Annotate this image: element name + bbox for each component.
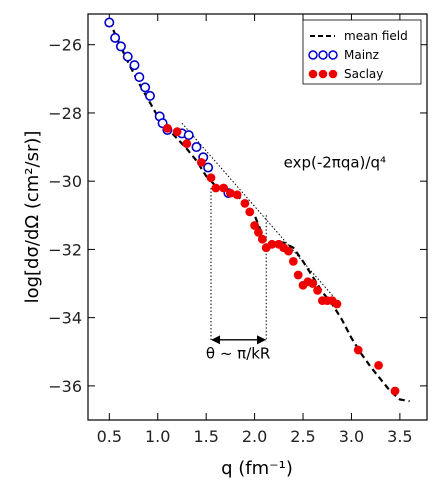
mainz-point xyxy=(140,82,151,93)
legend-entry: Mainz xyxy=(308,48,379,62)
y-tick-label: −36 xyxy=(48,377,82,396)
legend: mean field Mainz Saclay xyxy=(302,19,422,85)
legend-swatch-marker xyxy=(328,69,338,79)
saclay-point xyxy=(313,285,322,295)
x-tick-labels: 0.5 1.0 1.5 2.0 2.5 3.0 3.5 xyxy=(97,427,413,446)
saclay-point xyxy=(257,234,267,244)
series-mainz xyxy=(104,17,234,199)
asymptote-label: exp(-2πqa)/q⁴ xyxy=(284,154,386,172)
mainz-point xyxy=(183,130,194,141)
saclay-point xyxy=(182,139,192,149)
mainz-point xyxy=(122,51,133,62)
mainz-point xyxy=(115,41,126,52)
x-axis-label: q (fm⁻¹) xyxy=(221,458,293,479)
x-tick-label: 1.0 xyxy=(145,427,170,446)
data-series xyxy=(104,17,410,403)
legend-entry: mean field xyxy=(310,29,408,43)
legend-label: mean field xyxy=(344,29,408,43)
mainz-point xyxy=(144,90,155,101)
saclay-point xyxy=(245,207,255,217)
saclay-point xyxy=(267,239,277,249)
saclay-point xyxy=(284,246,293,256)
legend-label: Mainz xyxy=(344,48,379,62)
saclay-point xyxy=(225,188,235,198)
legend-items: mean field Mainz Saclay xyxy=(308,29,408,81)
saclay-point xyxy=(353,345,363,355)
saclay-point xyxy=(254,227,263,237)
y-tick-labels: −26 −28 −30 −32 −34 −36 xyxy=(48,36,82,396)
legend-swatch-marker xyxy=(308,50,318,60)
legend-swatch-marker xyxy=(318,50,328,60)
x-tick-label: 3.5 xyxy=(387,427,412,446)
y-tick-label: −28 xyxy=(48,104,82,123)
mainz-point xyxy=(134,72,145,83)
saclay-point xyxy=(206,173,216,183)
y-tick-label: −26 xyxy=(48,36,82,55)
saclay-point xyxy=(288,256,298,266)
asymptote-line xyxy=(181,122,338,301)
y-axis-label: log[dσ/dΩ (cm²/sr)] xyxy=(22,131,43,304)
y-tick-label: −34 xyxy=(48,309,82,328)
legend-label: Saclay xyxy=(344,67,383,81)
saclay-point xyxy=(219,183,229,193)
saclay-point xyxy=(196,158,206,167)
saclay-point xyxy=(374,361,383,370)
legend-swatch-marker xyxy=(318,69,328,79)
x-tick-label: 1.5 xyxy=(193,427,218,446)
mainz-point xyxy=(129,60,140,71)
saclay-point xyxy=(172,127,182,137)
y-tick-label: −32 xyxy=(48,240,82,259)
annotations: exp(-2πqa)/q⁴ θ ~ π/kR xyxy=(181,122,386,363)
saclay-point xyxy=(332,299,342,309)
mainz-point xyxy=(104,17,115,28)
legend-swatch-marker xyxy=(308,69,318,79)
saclay-point xyxy=(163,123,172,133)
saclay-point xyxy=(211,183,221,193)
x-tick-label: 2.0 xyxy=(242,427,267,446)
x-tick-label: 0.5 xyxy=(97,427,122,446)
saclay-point xyxy=(308,279,318,288)
mainz-point xyxy=(110,32,121,43)
saclay-point xyxy=(293,270,303,280)
period-label: θ ~ π/kR xyxy=(206,345,270,363)
mainz-point xyxy=(203,162,214,173)
legend-swatch-marker xyxy=(328,50,338,60)
x-tick-label: 2.5 xyxy=(290,427,315,446)
plot-area xyxy=(87,13,428,421)
series-saclay xyxy=(163,123,400,396)
legend-entry: Saclay xyxy=(308,67,383,81)
saclay-point xyxy=(390,386,400,396)
saclay-point xyxy=(232,190,242,200)
saclay-point xyxy=(250,221,259,230)
saclay-point xyxy=(240,198,250,208)
mainz-point xyxy=(191,142,202,153)
y-tick-label: −30 xyxy=(48,172,82,191)
x-tick-label: 3.0 xyxy=(339,427,364,446)
